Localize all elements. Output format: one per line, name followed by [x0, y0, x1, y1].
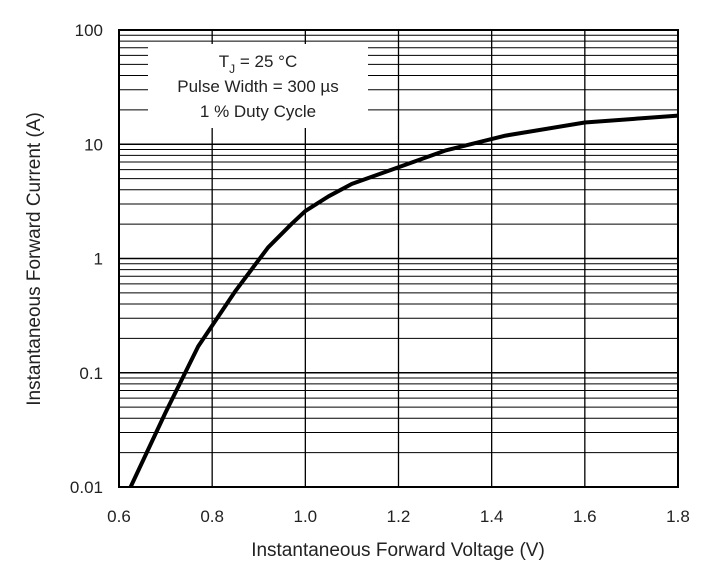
grid-lines: [119, 30, 678, 487]
y-tick-label: 100: [75, 21, 103, 40]
y-tick-label: 0.01: [70, 478, 103, 497]
y-tick-labels: 0.01 0.1 1 10 100: [70, 21, 103, 497]
annotation-pulse-width: Pulse Width = 300 µs: [177, 77, 338, 96]
x-tick-label: 1.6: [573, 507, 597, 526]
annotation-box: TJ = 25 °C Pulse Width = 300 µs 1 % Duty…: [148, 44, 368, 128]
x-tick-label: 1.8: [666, 507, 690, 526]
annotation-tj: TJ = 25 °C: [219, 52, 297, 76]
x-tick-label: 1.2: [387, 507, 411, 526]
x-tick-label: 0.8: [200, 507, 224, 526]
x-tick-labels: 0.6 0.8 1.0 1.2 1.4 1.6 1.8: [107, 507, 690, 526]
annotation-background: [148, 44, 368, 128]
x-axis-label: Instantaneous Forward Voltage (V): [251, 540, 545, 561]
y-tick-label: 1: [94, 250, 103, 269]
y-tick-label: 0.1: [79, 364, 103, 383]
annotation-duty-cycle: 1 % Duty Cycle: [200, 102, 316, 121]
x-tick-label: 1.0: [294, 507, 318, 526]
y-tick-label: 10: [84, 135, 103, 154]
x-tick-label: 0.6: [107, 507, 131, 526]
y-axis-label: Instantaneous Forward Current (A): [24, 112, 45, 406]
series-line: [128, 113, 679, 488]
plot-frame: [118, 29, 679, 488]
x-tick-label: 1.4: [480, 507, 504, 526]
series-layer: [128, 113, 679, 488]
